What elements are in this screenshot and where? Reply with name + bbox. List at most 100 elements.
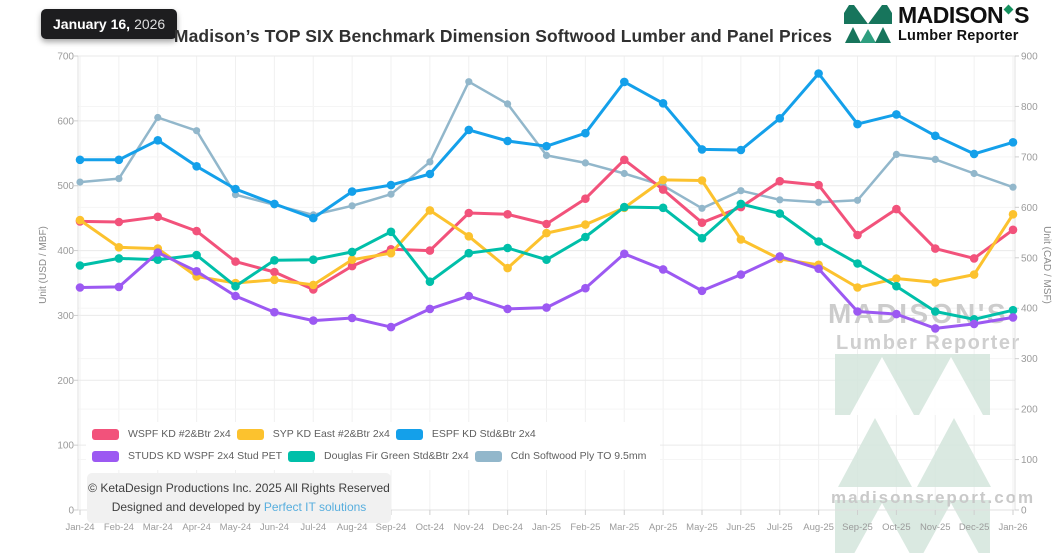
series-point[interactable] bbox=[892, 110, 901, 119]
series-point[interactable] bbox=[386, 248, 396, 258]
legend-item-syp[interactable]: SYP KD East #2&Btr 2x4 bbox=[236, 428, 390, 440]
series-point[interactable] bbox=[309, 213, 318, 223]
series-point[interactable] bbox=[192, 162, 201, 171]
series-point[interactable] bbox=[775, 252, 785, 261]
series-point[interactable] bbox=[969, 149, 979, 159]
series-point[interactable] bbox=[503, 210, 512, 219]
series-point[interactable] bbox=[931, 278, 940, 287]
series-point[interactable] bbox=[969, 319, 979, 329]
series-point[interactable] bbox=[737, 187, 745, 195]
series-point[interactable] bbox=[620, 155, 629, 165]
series-point[interactable] bbox=[775, 176, 785, 186]
series-point[interactable] bbox=[231, 184, 240, 194]
series-point[interactable] bbox=[658, 99, 668, 108]
series-point[interactable] bbox=[542, 303, 551, 312]
series-point[interactable] bbox=[1008, 305, 1018, 315]
legend-item-wspf[interactable]: WSPF KD #2&Btr 2x4 bbox=[92, 428, 231, 440]
series-point[interactable] bbox=[503, 136, 512, 146]
series-point[interactable] bbox=[776, 196, 784, 204]
series-point[interactable] bbox=[542, 141, 551, 151]
series-point[interactable] bbox=[154, 113, 162, 122]
series-point[interactable] bbox=[542, 219, 551, 229]
series-point[interactable] bbox=[892, 309, 901, 319]
series-point[interactable] bbox=[581, 128, 590, 138]
series-point[interactable] bbox=[115, 175, 123, 183]
series-point[interactable] bbox=[425, 206, 435, 215]
series-point[interactable] bbox=[464, 291, 474, 301]
series-point[interactable] bbox=[425, 246, 435, 255]
series-point[interactable] bbox=[698, 204, 706, 212]
series-point[interactable] bbox=[270, 307, 279, 317]
series-point[interactable] bbox=[348, 202, 356, 210]
series-point[interactable] bbox=[658, 265, 668, 274]
series-point[interactable] bbox=[931, 131, 940, 141]
series-point[interactable] bbox=[387, 190, 395, 198]
series-point[interactable] bbox=[114, 254, 124, 263]
series-point[interactable] bbox=[697, 218, 707, 227]
series-point[interactable] bbox=[425, 277, 435, 287]
series-point[interactable] bbox=[581, 159, 590, 167]
series-point[interactable] bbox=[75, 261, 85, 270]
series-point[interactable] bbox=[114, 155, 124, 165]
series-point[interactable] bbox=[114, 282, 124, 292]
series-point[interactable] bbox=[347, 247, 357, 257]
series-point[interactable] bbox=[581, 283, 590, 293]
series-point[interactable] bbox=[581, 232, 590, 242]
series-point[interactable] bbox=[192, 267, 201, 276]
series-point[interactable] bbox=[892, 274, 901, 283]
legend-item-douglas-fir[interactable]: Douglas Fir Green Std&Btr 2x4 bbox=[288, 450, 469, 462]
series-point[interactable] bbox=[542, 255, 551, 264]
series-point[interactable] bbox=[853, 259, 862, 268]
series-point[interactable] bbox=[231, 257, 240, 266]
series-point[interactable] bbox=[504, 100, 512, 108]
series-point[interactable] bbox=[697, 145, 707, 154]
series-point[interactable] bbox=[736, 145, 746, 155]
series-point[interactable] bbox=[658, 185, 668, 194]
series-point[interactable] bbox=[464, 125, 474, 135]
series-point[interactable] bbox=[853, 196, 862, 204]
series-point[interactable] bbox=[503, 243, 512, 253]
legend-item-espf[interactable]: ESPF KD Std&Btr 2x4 bbox=[395, 428, 536, 440]
series-point[interactable] bbox=[347, 261, 357, 271]
series-point[interactable] bbox=[270, 275, 279, 285]
series-point[interactable] bbox=[542, 228, 551, 238]
series-point[interactable] bbox=[153, 248, 163, 257]
series-point[interactable] bbox=[192, 250, 201, 260]
series-point[interactable] bbox=[931, 307, 940, 316]
series-point[interactable] bbox=[270, 267, 279, 277]
series-point[interactable] bbox=[815, 198, 823, 206]
series-point[interactable] bbox=[620, 249, 629, 259]
series-point[interactable] bbox=[814, 237, 823, 246]
series-point[interactable] bbox=[892, 150, 901, 158]
series-point[interactable] bbox=[386, 322, 396, 332]
series-point[interactable] bbox=[309, 280, 318, 290]
series-point[interactable] bbox=[114, 243, 124, 252]
series-point[interactable] bbox=[153, 255, 163, 264]
series-point[interactable] bbox=[581, 194, 590, 203]
series-point[interactable] bbox=[464, 232, 474, 241]
series-point[interactable] bbox=[386, 180, 396, 190]
series-point[interactable] bbox=[931, 155, 939, 163]
series-point[interactable] bbox=[347, 313, 357, 323]
series-point[interactable] bbox=[620, 77, 629, 87]
series-point[interactable] bbox=[814, 69, 823, 78]
series-point[interactable] bbox=[464, 208, 474, 218]
series-point[interactable] bbox=[386, 227, 396, 237]
series-point[interactable] bbox=[892, 204, 901, 214]
series-point[interactable] bbox=[931, 324, 940, 333]
series-point[interactable] bbox=[931, 244, 940, 253]
perfect-it-solutions-link[interactable]: Perfect IT solutions bbox=[263, 499, 367, 514]
series-point[interactable] bbox=[464, 248, 474, 258]
series-point[interactable] bbox=[697, 176, 707, 185]
legend-item-cdn-ply[interactable]: Cdn Softwood Ply TO 9.5mm bbox=[474, 450, 646, 462]
series-point[interactable] bbox=[75, 283, 85, 292]
series-point[interactable] bbox=[658, 203, 668, 213]
series-point[interactable] bbox=[503, 304, 512, 314]
series-point[interactable] bbox=[736, 270, 746, 279]
series-point[interactable] bbox=[814, 180, 823, 190]
series-point[interactable] bbox=[1009, 183, 1017, 191]
series-point[interactable] bbox=[153, 212, 163, 222]
series-point[interactable] bbox=[697, 233, 707, 243]
series-point[interactable] bbox=[697, 286, 707, 296]
